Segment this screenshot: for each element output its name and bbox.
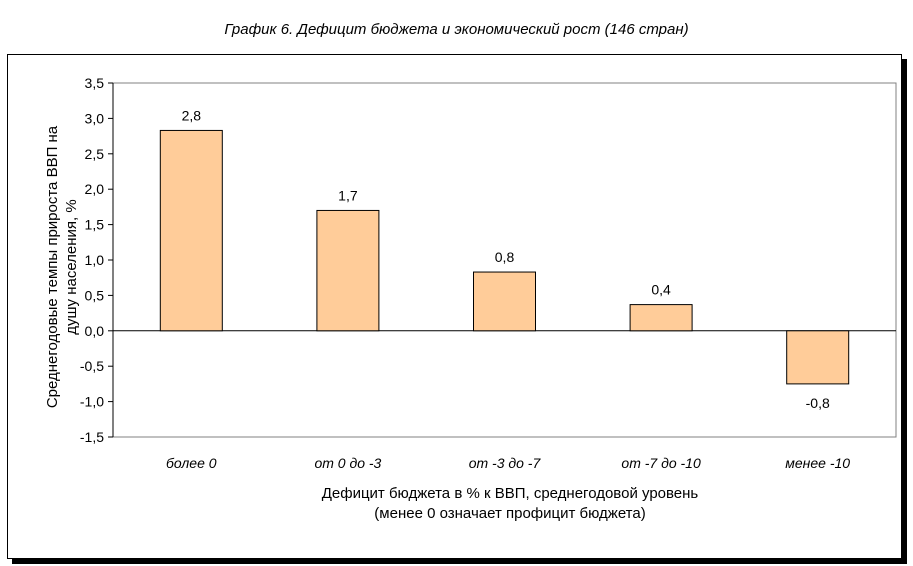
x-axis-label-line2: (менее 0 означает профицит бюджета): [374, 505, 646, 522]
y-tick-label: 3,5: [85, 75, 105, 91]
category-label: менее -10: [785, 455, 850, 471]
bar: [786, 330, 850, 385]
category-label: от -7 до -10: [621, 455, 701, 471]
category-label: от 0 до -3: [314, 455, 381, 471]
y-tick-label: 0,0: [85, 323, 105, 339]
y-axis-label: Среднегодовые темпы прироста ВВП на душу…: [43, 72, 81, 462]
category-label: от -3 до -7: [469, 455, 542, 471]
y-tick-label: 3,0: [85, 110, 105, 126]
y-axis-label-line2: душу населения, %: [63, 199, 80, 335]
bar: [473, 271, 536, 332]
data-label: 2,8: [182, 107, 202, 123]
chart-frame: [7, 54, 902, 559]
x-axis-label: Дефицит бюджета в % к ВВП, среднегодовой…: [150, 484, 870, 524]
x-axis-label-line1: Дефицит бюджета в % к ВВП, среднегодовой…: [321, 485, 699, 502]
bar: [316, 209, 380, 332]
y-tick-label: 0,5: [85, 287, 105, 303]
y-tick-label: -1,5: [80, 429, 104, 445]
data-label: 0,8: [495, 249, 515, 265]
y-axis-label-line1: Среднегодовые темпы прироста ВВП на: [44, 125, 61, 409]
y-tick-label: 2,0: [85, 181, 105, 197]
category-label: более 0: [166, 455, 217, 471]
y-tick-label: 1,0: [85, 252, 105, 268]
y-tick-label: -1,0: [80, 394, 104, 410]
data-label: -0,8: [806, 395, 830, 411]
data-label: 0,4: [651, 282, 671, 298]
chart-title: График 6. Дефицит бюджета и экономически…: [224, 21, 689, 38]
bar: [629, 304, 693, 332]
y-tick-label: -0,5: [80, 358, 104, 374]
data-label: 1,7: [338, 187, 358, 203]
bar: [159, 129, 223, 332]
y-tick-label: 1,5: [85, 217, 105, 233]
y-tick-label: 2,5: [85, 146, 105, 162]
